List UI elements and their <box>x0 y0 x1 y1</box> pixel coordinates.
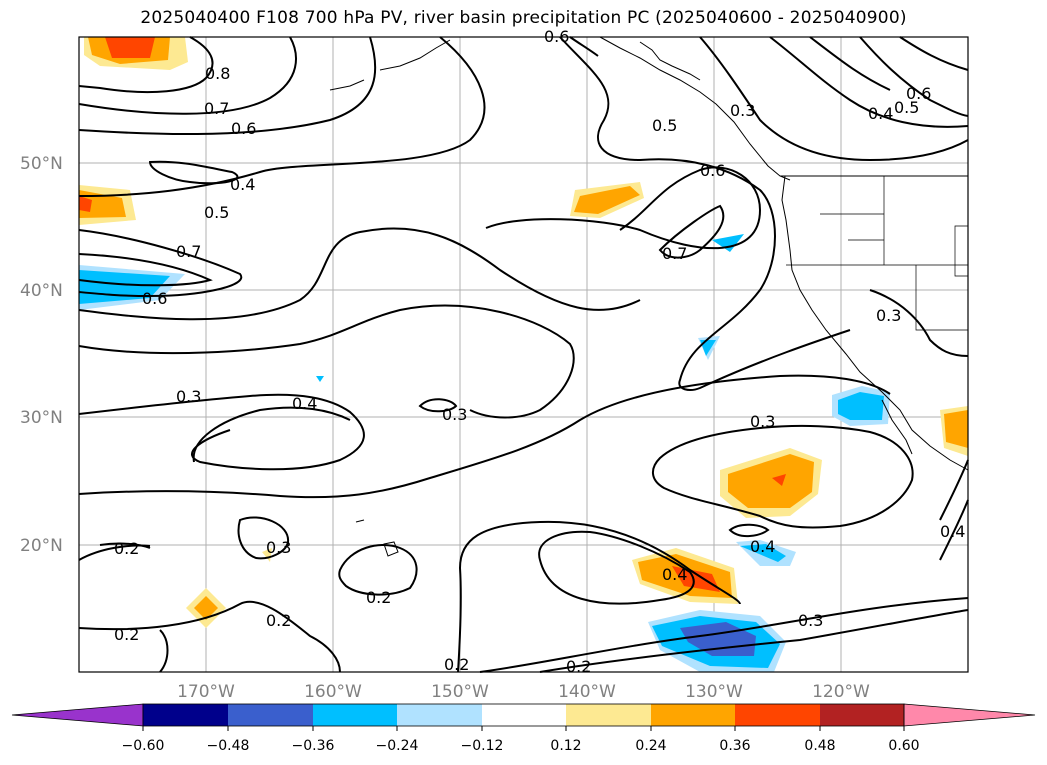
colorbar-tick-label: 0.60 <box>888 738 919 754</box>
lat-axis-labels: 50°N 40°N 30°N 20°N <box>20 154 63 556</box>
colorbar-bin <box>482 704 566 726</box>
colorbar-tick-label: 0.24 <box>635 738 666 754</box>
pv-contours <box>78 36 969 673</box>
contour-label: 0.7 <box>204 99 229 118</box>
contour-label: 0.6 <box>700 161 725 180</box>
contour-labels: 0.8 0.7 0.6 0.6 0.5 0.3 0.4 0.5 0.6 0.6 … <box>114 27 965 676</box>
colorbar-bin <box>735 704 820 726</box>
map-background <box>79 37 968 672</box>
colorbar-bin <box>228 704 313 726</box>
contour-label: 0.2 <box>266 611 291 630</box>
colorbar-bin <box>651 704 735 726</box>
lat-tick-label: 50°N <box>20 154 63 174</box>
colorbar-tick-label: 0.36 <box>719 738 750 754</box>
lat-tick-label: 30°N <box>20 408 63 428</box>
colorbar-bin <box>397 704 482 726</box>
colorbar-tick-label: −0.36 <box>292 738 335 754</box>
lon-tick-label: 120°W <box>812 682 870 702</box>
lon-tick-label: 130°W <box>685 682 743 702</box>
contour-label: 0.5 <box>652 116 677 135</box>
colorbar-extend-high <box>903 703 1036 727</box>
contour-label: 0.7 <box>176 242 201 261</box>
colorbar-extend-low <box>11 703 144 727</box>
lon-tick-label: 150°W <box>431 682 489 702</box>
lon-tick-label: 160°W <box>304 682 362 702</box>
contour-label: 0.6 <box>231 119 256 138</box>
contour-label: 0.7 <box>662 244 687 263</box>
colorbar-tick-label: −0.12 <box>461 738 504 754</box>
map-frame <box>78 36 969 673</box>
precip-shading <box>79 37 968 672</box>
contour-label: 0.3 <box>730 101 755 120</box>
lon-tick-label: 140°W <box>558 682 616 702</box>
contour-label: 0.4 <box>940 522 965 541</box>
contour-label: 0.4 <box>292 394 317 413</box>
colorbar-tick-label: 0.12 <box>550 738 581 754</box>
map-title: 2025040400 F108 700 hPa PV, river basin … <box>140 8 907 28</box>
colorbar: −0.60 −0.48 −0.36 −0.24 −0.12 0.12 0.24 … <box>11 703 1036 754</box>
lon-axis-labels: 170°W 160°W 150°W 140°W 130°W 120°W <box>177 682 870 702</box>
colorbar-tick-label: −0.60 <box>122 738 165 754</box>
contour-label: 0.4 <box>868 104 893 123</box>
contour-label: 0.5 <box>204 203 229 222</box>
lon-tick-label: 170°W <box>177 682 235 702</box>
contour-label: 0.3 <box>442 405 467 424</box>
contour-label: 0.4 <box>750 537 775 556</box>
colorbar-tick-label: 0.48 <box>804 738 835 754</box>
contour-label: 0.5 <box>894 98 919 117</box>
colorbar-bin <box>566 704 651 726</box>
contour-label: 0.2 <box>366 588 391 607</box>
contour-label: 0.8 <box>205 64 230 83</box>
contour-label: 0.6 <box>906 84 931 103</box>
colorbar-tick-label: −0.48 <box>207 738 250 754</box>
contour-label: 0.2 <box>114 625 139 644</box>
lat-tick-label: 40°N <box>20 281 63 301</box>
contour-label: 0.3 <box>876 306 901 325</box>
contour-label: 0.2 <box>114 539 139 558</box>
contour-label: 0.4 <box>662 565 687 584</box>
colorbar-tick-label: −0.24 <box>376 738 419 754</box>
colorbar-bin <box>313 704 397 726</box>
contour-label: 0.3 <box>176 387 201 406</box>
colorbar-bin <box>143 704 228 726</box>
contour-label: 0.4 <box>230 175 255 194</box>
contour-label: 0.3 <box>798 611 823 630</box>
contour-label: 0.6 <box>142 289 167 308</box>
coastlines <box>329 36 969 557</box>
colorbar-bin <box>820 704 904 726</box>
lat-tick-label: 20°N <box>20 536 63 556</box>
contour-label: 0.3 <box>750 412 775 431</box>
contour-label: 0.3 <box>266 538 291 557</box>
contour-label: 0.2 <box>444 655 469 674</box>
contour-label: 0.2 <box>566 657 591 676</box>
